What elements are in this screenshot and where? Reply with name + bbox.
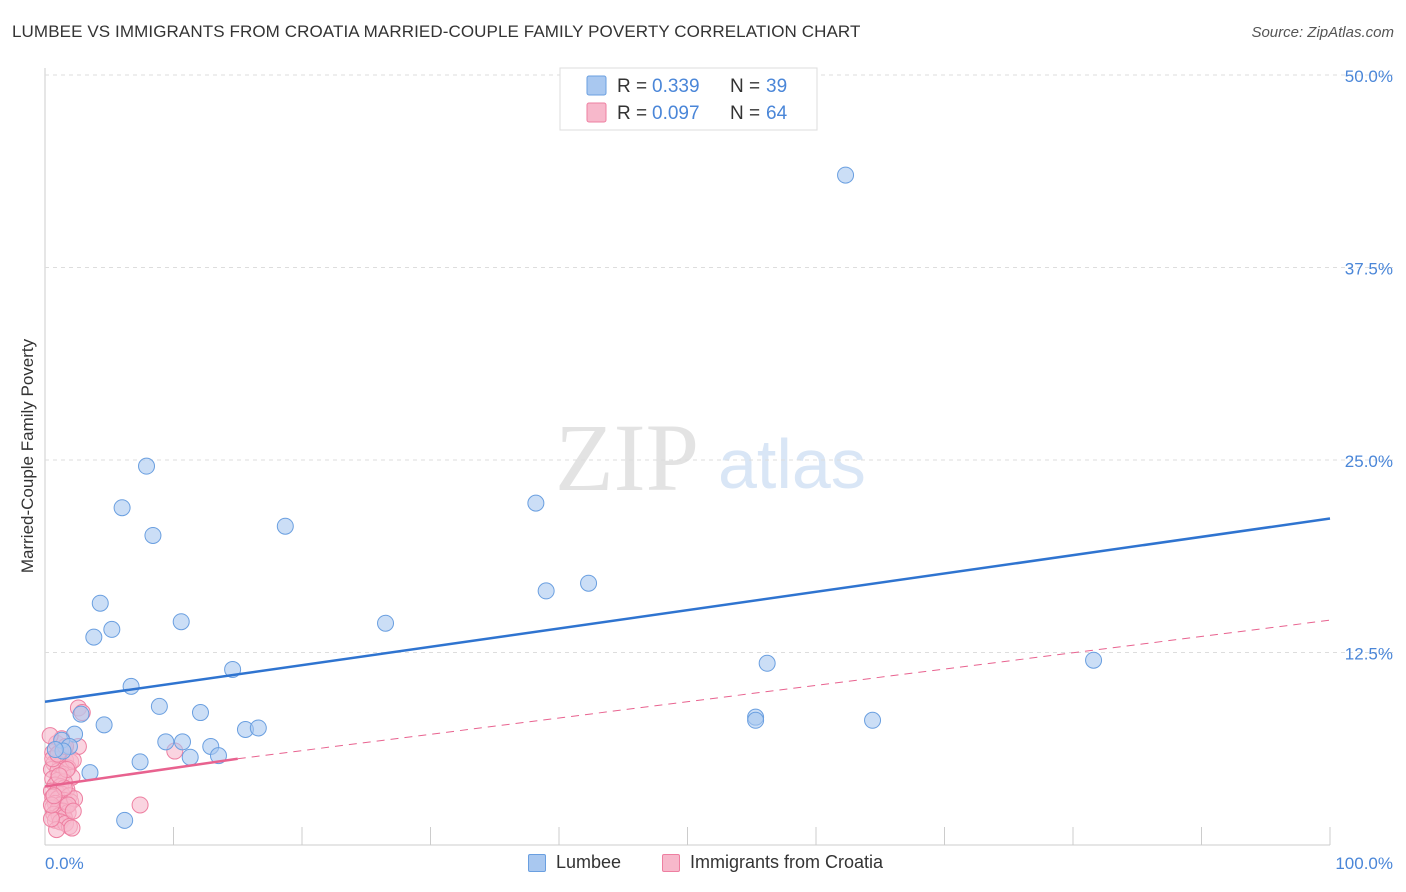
- y-tick-label: 50.0%: [1345, 67, 1393, 86]
- lumbee-point: [527, 494, 545, 512]
- lumbee-point: [209, 747, 227, 765]
- stats-legend-swatch-lumbee: [586, 75, 607, 96]
- lumbee-point: [191, 704, 209, 722]
- lumbee-point: [181, 748, 199, 766]
- lumbee-point: [46, 741, 64, 759]
- lumbee-point: [95, 716, 113, 734]
- lumbee-point: [537, 582, 555, 600]
- y-tick-label: 12.5%: [1345, 645, 1393, 664]
- lumbee-point: [864, 711, 882, 729]
- lumbee-point: [172, 613, 190, 631]
- lumbee-point: [122, 677, 140, 695]
- watermark-atlas: atlas: [718, 425, 866, 503]
- source-label: Source: ZipAtlas.com: [1251, 24, 1394, 41]
- lumbee-points: [46, 166, 1103, 829]
- lumbee-point: [747, 711, 765, 729]
- lumbee-point: [138, 457, 156, 475]
- trend-layer: [44, 517, 1331, 788]
- y-tick-label: 25.0%: [1345, 452, 1393, 471]
- watermark-zip: ZIP: [555, 404, 699, 511]
- bottom-legend: Lumbee Immigrants from Croatia: [0, 852, 1406, 878]
- legend-item-croatia: Immigrants from Croatia: [662, 852, 883, 873]
- lumbee-trend-line: [44, 517, 1331, 704]
- lumbee-point: [144, 526, 162, 544]
- stats-legend-r-label-lumbee: R =: [617, 76, 647, 97]
- lumbee-point: [157, 733, 175, 751]
- legend-swatch-croatia: [662, 853, 680, 872]
- lumbee-point: [103, 620, 121, 638]
- lumbee-point: [72, 705, 90, 723]
- legend-item-lumbee: Lumbee: [528, 852, 621, 873]
- y-tick-labels: 12.5% 25.0% 37.5% 50.0%: [1345, 67, 1393, 664]
- stats-legend-n-value-lumbee: 39: [766, 76, 787, 97]
- lumbee-point: [113, 499, 131, 517]
- stats-legend-n-label-lumbee: N =: [730, 76, 760, 97]
- croatia-trend-line-extended: [237, 619, 1331, 760]
- lumbee-point: [116, 811, 134, 829]
- chart-title: LUMBEE VS IMMIGRANTS FROM CROATIA MARRIE…: [12, 22, 861, 41]
- stats-legend-r-label-croatia: R =: [617, 103, 647, 124]
- lumbee-point: [85, 628, 103, 646]
- lumbee-point: [249, 719, 267, 737]
- lumbee-point: [1085, 651, 1103, 669]
- croatia-point: [50, 767, 68, 785]
- stats-legend: R = 0.339 N = 39 R = 0.097 N = 64: [559, 67, 818, 131]
- stats-legend-n-label-croatia: N =: [730, 103, 760, 124]
- croatia-point: [131, 796, 149, 814]
- croatia-trend-line: [44, 757, 238, 788]
- lumbee-point: [580, 574, 598, 592]
- stats-legend-n-value-croatia: 64: [766, 103, 788, 124]
- x-ticks: [173, 827, 1331, 845]
- lumbee-point: [276, 517, 294, 535]
- legend-swatch-lumbee: [528, 853, 546, 872]
- croatia-point: [63, 819, 81, 837]
- lumbee-point: [150, 697, 168, 715]
- stats-legend-r-value-croatia: 0.097: [652, 103, 700, 124]
- x-tick-label-max: 100.0%: [1335, 854, 1393, 873]
- grid-layer: [45, 74, 1393, 653]
- x-tick-label-min: 0.0%: [45, 854, 84, 873]
- legend-label-croatia: Immigrants from Croatia: [690, 852, 884, 872]
- lumbee-point: [91, 594, 109, 612]
- lumbee-point: [173, 733, 191, 751]
- lumbee-point: [758, 654, 776, 672]
- stats-legend-swatch-croatia: [586, 102, 607, 123]
- croatia-point: [64, 802, 82, 820]
- croatia-point: [45, 787, 63, 805]
- lumbee-point: [131, 753, 149, 771]
- y-tick-label: 37.5%: [1345, 260, 1393, 279]
- lumbee-point: [377, 614, 395, 632]
- y-axis-label: Married-Couple Family Poverty: [18, 338, 37, 574]
- legend-label-lumbee: Lumbee: [556, 852, 622, 872]
- lumbee-point: [837, 166, 855, 184]
- stats-legend-r-value-lumbee: 0.339: [652, 76, 700, 97]
